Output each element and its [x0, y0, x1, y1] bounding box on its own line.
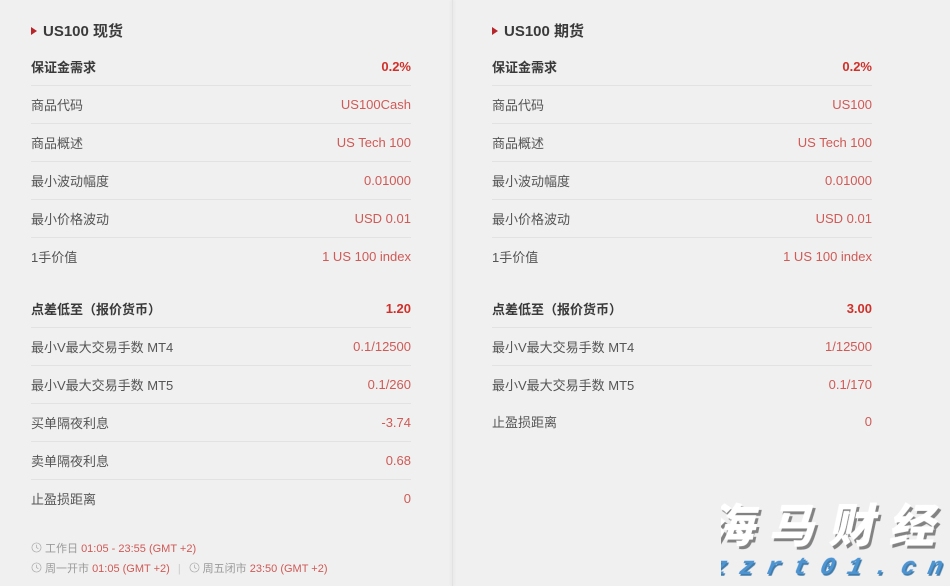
- svg-text:zzrt01.cn: zzrt01.cn: [721, 555, 950, 582]
- svg-text:海马财经: 海马财经: [721, 490, 950, 556]
